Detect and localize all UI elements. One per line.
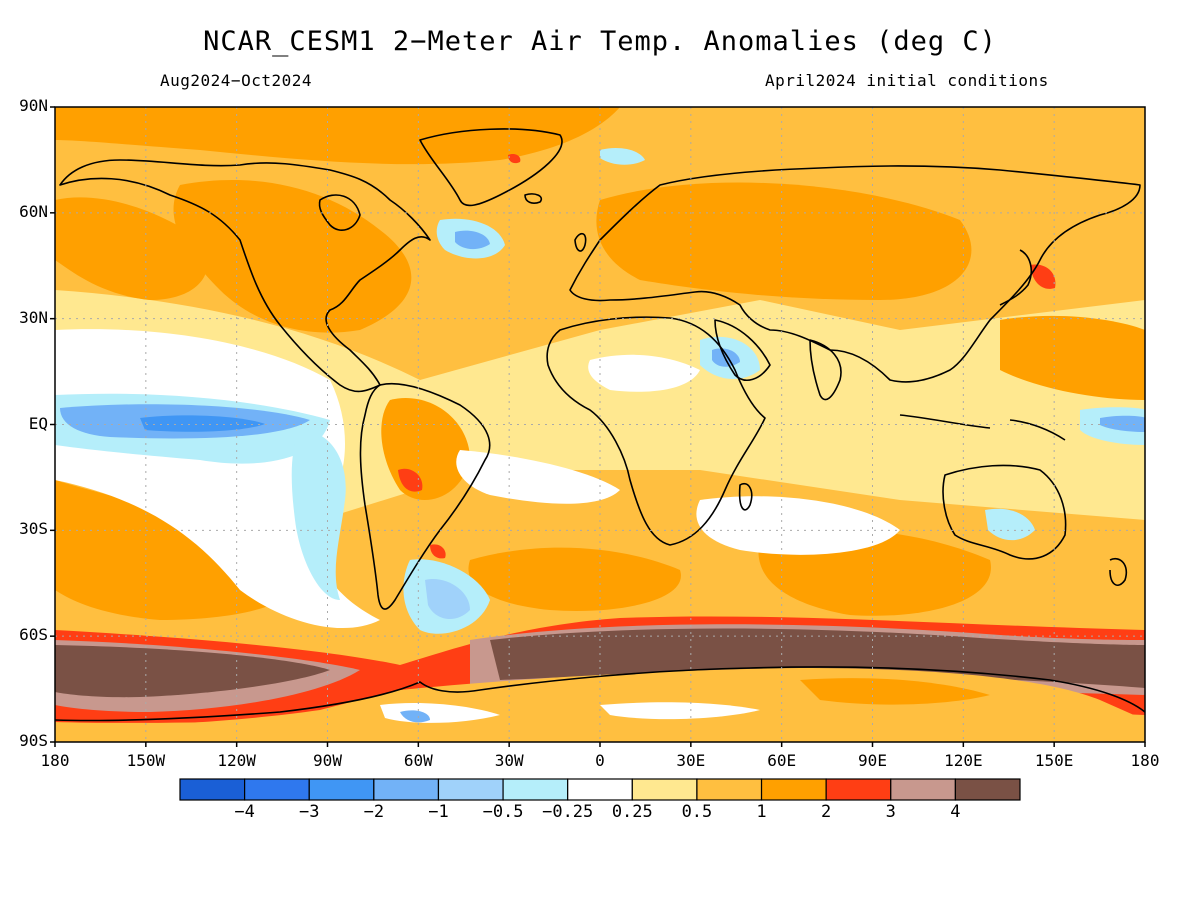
longitude-label: 150E	[1034, 751, 1074, 770]
antarctica-neutral	[600, 702, 760, 720]
colorbar-swatch	[373, 778, 440, 801]
colorbar	[179, 778, 1021, 801]
weddell-cool	[400, 710, 430, 723]
eurasia-warm	[596, 182, 972, 300]
coastline-japan	[999, 249, 1032, 306]
longitude-label: 30E	[676, 751, 706, 770]
latitude-label: 30S	[19, 519, 48, 539]
colorbar-swatch	[890, 778, 956, 801]
coastline-africa	[546, 316, 766, 546]
colorbar-swatch	[437, 778, 504, 801]
longitude-label: 120W	[217, 751, 256, 770]
colorbar-swatch	[179, 778, 246, 801]
colorbar-tick-label: −0.25	[542, 802, 594, 822]
coastline-greenland	[419, 128, 563, 207]
colorbar-tick-label: −4	[234, 802, 255, 822]
labrador-core	[455, 230, 490, 250]
north-pacific-warm	[55, 197, 208, 300]
coastline-madagascar	[738, 483, 753, 511]
tropical-atlantic-neutral	[456, 450, 620, 504]
coastline-arabia	[714, 319, 771, 381]
longitude-label: 180	[40, 751, 70, 770]
red-sea-core	[712, 348, 740, 367]
coastline-antarctica	[55, 666, 1145, 722]
longitude-label: 150W	[126, 751, 166, 770]
longitude-label: 120E	[944, 751, 983, 770]
west-pacific-core	[1100, 415, 1145, 432]
longitude-label: 0	[595, 751, 605, 770]
colorbar-swatch	[954, 778, 1021, 801]
plata-hot	[430, 544, 446, 559]
colorbar-swatch	[825, 778, 892, 801]
longitude-label: 90W	[313, 751, 342, 770]
coastline-india	[809, 339, 842, 401]
coastline-indonesia	[899, 414, 1066, 441]
colorbar-swatch	[308, 778, 375, 801]
colorbar-swatch	[696, 778, 763, 801]
coastline-hudson-bay	[318, 194, 361, 231]
australia-cool	[985, 508, 1035, 541]
colorbar-tick-label: 1	[756, 802, 767, 822]
colorbar-tick-label: 0.25	[611, 802, 653, 822]
colorbar-swatch	[760, 778, 827, 801]
coastline-eurasia	[569, 165, 1141, 383]
colorbar-tick-label: 3	[885, 802, 896, 822]
latitude-label: 90S	[19, 731, 48, 750]
south-atlantic-warm	[468, 547, 681, 611]
colorbar-tick-label: −0.5	[482, 802, 524, 822]
colorbar-tick-label: 4	[950, 802, 961, 822]
colorbar-tick-label: −3	[298, 802, 320, 822]
map-title: NCAR_CESM1 2−Meter Air Temp. Anomalies (…	[203, 26, 997, 57]
colorbar-tick-label: 0.5	[681, 802, 713, 822]
longitude-label: 60E	[767, 751, 797, 770]
longitude-label: 30W	[494, 751, 524, 770]
coastline-iceland	[524, 193, 543, 204]
colorbar-swatch	[244, 778, 310, 801]
sahel-neutral	[588, 354, 700, 392]
coastline-north-america	[59, 159, 431, 393]
antarctica-orange	[800, 678, 990, 705]
forecast-period: Aug2024−Oct2024	[160, 71, 312, 90]
north-america-warm	[173, 180, 412, 333]
longitude-label: 90E	[858, 751, 887, 770]
longitude-label: 60W	[403, 751, 433, 770]
south-indian-neutral	[696, 496, 900, 555]
chile-coast-cool	[291, 430, 346, 600]
initial-conditions: April2024 initial conditions	[765, 71, 1049, 90]
latitude-label: 60S	[19, 625, 48, 645]
latitude-label: EQ	[28, 413, 48, 433]
latitude-label: 60N	[19, 201, 48, 221]
arctic-warm	[55, 107, 620, 165]
colorbar-swatch	[567, 778, 633, 801]
amazon-hot	[398, 468, 423, 492]
colorbar-swatch	[502, 778, 569, 801]
colorbar-swatch	[631, 778, 698, 801]
colorbar-tick-label: −1	[428, 802, 449, 822]
colorbar-tick-label: −2	[363, 802, 385, 822]
equatorial-pacific-core	[140, 415, 265, 432]
japan-hot	[1030, 264, 1056, 289]
coastline-new-zealand	[1109, 558, 1128, 586]
latitude-label: 30N	[19, 307, 48, 327]
coastline-south-america	[359, 382, 491, 610]
longitude-label: 180	[1130, 751, 1160, 770]
colorbar-tick-label: 2	[821, 802, 832, 822]
southern-ocean-extreme	[55, 645, 330, 698]
barents-cool	[600, 148, 645, 165]
south-atlantic-core	[425, 579, 470, 620]
coastline-uk	[574, 232, 587, 252]
greenland-hot	[508, 153, 521, 164]
pacific-warm-east	[1000, 315, 1145, 400]
latitude-label: 90N	[19, 96, 48, 115]
